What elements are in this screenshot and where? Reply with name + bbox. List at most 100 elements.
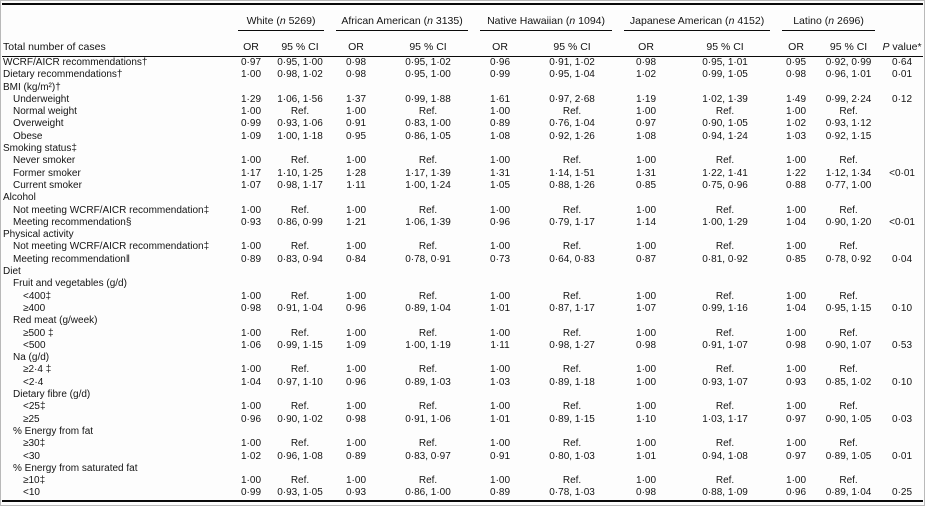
table-row: ≥500 ‡ 1·00 Ref. 1·00 Ref. 1·00 Ref. 1·00 Ref. 1·… bbox=[2, 328, 923, 340]
ci-value: 0·87, 1·17 bbox=[549, 302, 595, 314]
or-value: 0·98 bbox=[346, 69, 367, 81]
ci-value: Ref. bbox=[715, 290, 735, 302]
or-value: 1·00 bbox=[636, 204, 657, 216]
p-value bbox=[881, 401, 923, 413]
ci-value: 0·93, 1·05 bbox=[277, 487, 323, 499]
or-value: 1·04 bbox=[786, 216, 807, 228]
ci-value: Ref. bbox=[562, 401, 582, 413]
or-value: 1·19 bbox=[636, 93, 657, 105]
or-value bbox=[232, 463, 270, 475]
or-value bbox=[330, 278, 382, 290]
or-value bbox=[618, 229, 674, 241]
or-value bbox=[474, 278, 526, 290]
table-row: Red meat (g/week) bbox=[2, 315, 923, 327]
or-value bbox=[618, 315, 674, 327]
ci-value: 1·00, 1·29 bbox=[702, 216, 748, 228]
table-row: % Energy from fat bbox=[2, 426, 923, 438]
table-row: ≥400 0·98 0·91, 1·04 0·96 0·89, 1·04 1·01 0·87… bbox=[2, 303, 923, 315]
p-value bbox=[881, 118, 923, 130]
ci-value: 0·89, 1·04 bbox=[825, 487, 872, 499]
or-value: 0·97 bbox=[636, 118, 657, 130]
row-label: Diet bbox=[3, 266, 21, 278]
or-value: 1·00 bbox=[490, 327, 511, 339]
ci-value: 0·89, 1·05 bbox=[825, 450, 872, 462]
or-header: OR bbox=[618, 31, 675, 57]
or-value bbox=[474, 229, 526, 241]
ci-value bbox=[674, 426, 776, 438]
p-value: 0·53 bbox=[892, 339, 913, 351]
or-value: 1·22 bbox=[786, 167, 807, 179]
p-value bbox=[881, 266, 923, 278]
ci-value: 0·78, 1·03 bbox=[549, 487, 595, 499]
p-value bbox=[881, 352, 923, 364]
ci-value: Ref. bbox=[562, 241, 582, 253]
ci-value: Ref. bbox=[715, 327, 735, 339]
ci-value bbox=[382, 266, 474, 278]
or-value: 0·97 bbox=[786, 413, 807, 425]
table-row: <30 1·02 0·96, 1·08 0·89 0·83, 0·97 0·91 0·80,… bbox=[2, 451, 923, 463]
or-value bbox=[330, 229, 382, 241]
ci-value bbox=[270, 426, 330, 438]
group-name: Latino bbox=[793, 15, 822, 27]
ci-value: Ref. bbox=[418, 475, 438, 487]
or-value: 1·49 bbox=[786, 93, 807, 105]
table-row: ≥25 0·96 0·90, 1·02 0·98 0·91, 1·06 1·01 0·89,… bbox=[2, 414, 923, 426]
or-value: 0·89 bbox=[490, 487, 511, 499]
ci-value: Ref. bbox=[418, 204, 438, 216]
or-value: 1·00 bbox=[636, 290, 657, 302]
group-name: Native Hawaiian bbox=[487, 15, 563, 27]
or-value bbox=[232, 143, 270, 155]
ci-value: 1·22, 1·41 bbox=[702, 167, 748, 179]
or-value: 0·87 bbox=[636, 253, 657, 265]
table-row: ≥30‡ 1·00 Ref. 1·00 Ref. 1·00 Ref. 1·00 Ref. 1·00… bbox=[2, 438, 923, 450]
ci-value: Ref. bbox=[839, 241, 858, 253]
or-value bbox=[776, 426, 816, 438]
or-value: 1·00 bbox=[786, 327, 807, 339]
p-value bbox=[881, 106, 923, 118]
ci-value: Ref. bbox=[715, 438, 735, 450]
p-value bbox=[881, 241, 923, 253]
or-value: 1·00 bbox=[490, 204, 511, 216]
or-value bbox=[776, 463, 816, 475]
or-value bbox=[776, 278, 816, 290]
or-value bbox=[776, 266, 816, 278]
row-label: Not meeting WCRF/AICR recommendation‡ bbox=[13, 204, 210, 216]
or-value: 1·00 bbox=[346, 155, 367, 167]
or-value: 0·98 bbox=[240, 302, 261, 314]
ci-value bbox=[674, 278, 776, 290]
ci-value: 0·90, 1·05 bbox=[825, 413, 872, 425]
or-value: 1·00 bbox=[490, 475, 511, 487]
ci-value: Ref. bbox=[562, 438, 582, 450]
or-value: 1·09 bbox=[346, 339, 367, 351]
ci-value bbox=[270, 192, 330, 204]
group-header-white: Whiten 5269 bbox=[232, 4, 330, 31]
or-value bbox=[776, 315, 816, 327]
or-value: 1·07 bbox=[636, 302, 657, 314]
ci-value: 0·75, 0·96 bbox=[702, 179, 748, 191]
table-row: Meeting recommendation§ 0·93 0·86, 0·99 1·2… bbox=[2, 217, 923, 229]
or-value bbox=[330, 266, 382, 278]
ci-value: 0·97, 1·10 bbox=[277, 376, 323, 388]
ci-value: 0·83, 0·97 bbox=[405, 450, 451, 462]
or-value: 1·00 bbox=[346, 364, 367, 376]
p-value bbox=[881, 278, 923, 290]
p-value bbox=[881, 205, 923, 217]
ci-value bbox=[382, 82, 474, 94]
ci-value: Ref. bbox=[290, 241, 310, 253]
row-label: ≥10‡ bbox=[23, 475, 46, 487]
or-value: 1·00 bbox=[636, 327, 657, 339]
or-value: 1·00 bbox=[490, 241, 511, 253]
or-value: 1·00 bbox=[240, 438, 261, 450]
or-value bbox=[330, 463, 382, 475]
ci-value: Ref. bbox=[839, 438, 858, 450]
or-value: 1·01 bbox=[636, 450, 657, 462]
table-row: Obese 1·09 1·00, 1·18 0·95 0·86, 1·05 1·08 0·9… bbox=[2, 131, 923, 143]
ci-value bbox=[270, 278, 330, 290]
or-value bbox=[330, 352, 382, 364]
ci-value: 0·80, 1·03 bbox=[549, 450, 595, 462]
ci-value: 0·95, 1·02 bbox=[405, 57, 451, 68]
or-value bbox=[618, 389, 674, 401]
ci-value bbox=[674, 266, 776, 278]
ci-value: 1·06, 1·56 bbox=[277, 93, 323, 105]
ci-value bbox=[816, 352, 881, 364]
